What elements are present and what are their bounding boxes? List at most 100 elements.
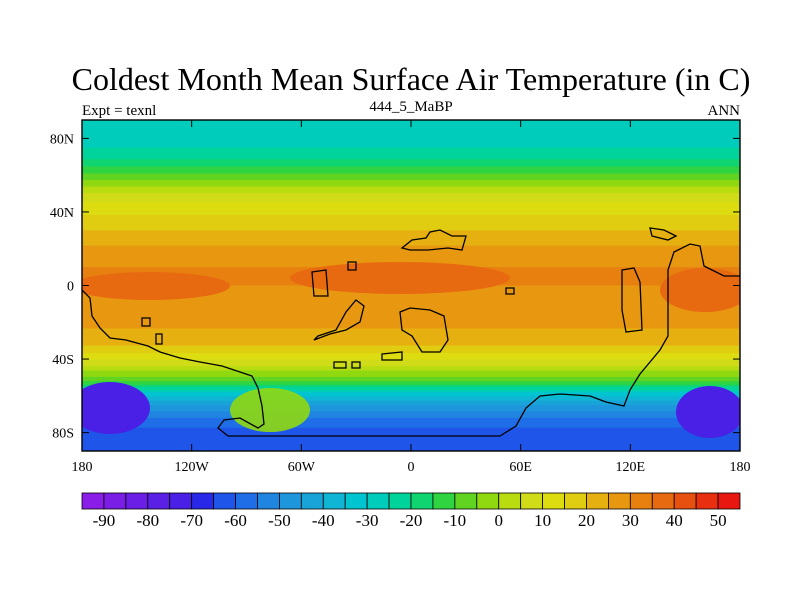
lat-band	[82, 372, 740, 376]
lat-band	[82, 230, 740, 234]
colorbar-tick-label: 10	[534, 511, 551, 530]
lat-band	[82, 322, 740, 326]
colorbar-swatch	[629, 492, 653, 510]
lat-band	[82, 384, 740, 388]
island-b	[399, 307, 449, 353]
colorbar-tick-label: 50	[710, 511, 727, 530]
lat-band	[82, 184, 740, 188]
y-tick-label: 80S	[52, 427, 74, 442]
lat-band	[82, 221, 740, 225]
lat-band	[82, 153, 740, 158]
lat-band	[82, 402, 740, 406]
y-tick-label: 80N	[50, 132, 74, 147]
subtitle-center: 444_5_MaBP	[369, 99, 452, 115]
lat-band	[82, 325, 740, 330]
lat-band	[82, 405, 740, 408]
colorbar-tick-label: 20	[578, 511, 595, 530]
colorbar-swatch	[322, 492, 346, 510]
x-tick-label: 120E	[616, 460, 646, 475]
lat-band	[82, 417, 740, 421]
lat-band	[82, 190, 740, 194]
coastline	[82, 227, 740, 437]
colorbar-swatch	[498, 492, 522, 510]
lat-band	[82, 316, 740, 320]
lat-band	[82, 254, 740, 259]
colorbar-swatch	[695, 492, 719, 510]
lat-band	[82, 144, 740, 149]
colorbar-swatch	[103, 492, 127, 510]
colorbar-swatch	[300, 492, 324, 510]
lat-band	[82, 350, 740, 354]
lat-band	[82, 409, 740, 413]
colorbar-swatch	[564, 492, 587, 510]
lat-band	[82, 382, 740, 386]
lat-band	[82, 313, 740, 317]
lat-band	[82, 310, 740, 314]
cold-cell-west	[82, 382, 150, 434]
lat-band	[82, 348, 740, 352]
colorbar-swatch	[81, 492, 105, 510]
lat-band	[82, 182, 740, 185]
lat-band	[82, 211, 740, 216]
warm-pool-pacific	[660, 268, 740, 312]
subtitle-left: Expt = texnl	[82, 103, 156, 119]
colorbar-swatch	[344, 492, 368, 510]
lat-band	[82, 192, 740, 196]
colorbar: -90 -80 -70 -60 -50 -40 -30 -20 -10 0 10 20 30 40 50	[81, 492, 741, 530]
y-tick-label: 40N	[50, 206, 74, 221]
island-k	[347, 261, 357, 271]
lat-band	[82, 328, 740, 333]
lat-band	[82, 334, 740, 339]
island-h	[333, 361, 347, 369]
lat-band	[82, 355, 740, 359]
lat-band	[82, 368, 740, 371]
lat-band	[82, 394, 740, 398]
warm-pool-atlantic	[290, 262, 510, 294]
colorbar-tick-label: -50	[268, 511, 291, 530]
colorbar-swatch	[608, 492, 631, 510]
lat-band	[82, 171, 740, 175]
colorbar-swatch	[257, 492, 280, 510]
lat-band	[82, 135, 740, 139]
lat-band	[82, 319, 740, 323]
lat-band	[82, 215, 740, 219]
colorbar-swatch	[651, 492, 675, 510]
axes: 180 120W 60W 0 60E 120E 180 80N 40N 0 40S 80S	[50, 120, 751, 475]
island-g	[505, 287, 515, 295]
colorbar-tick-label: 0	[494, 511, 503, 530]
x-tick-label: 180	[72, 460, 93, 475]
lat-band	[82, 251, 740, 256]
lat-band	[82, 340, 740, 344]
lat-band	[82, 438, 740, 443]
lat-band	[82, 129, 740, 133]
lat-band	[82, 209, 740, 213]
temperature-field	[82, 120, 740, 451]
colorbar-tick-label: 40	[666, 511, 683, 530]
colorbar-tick-label: 30	[622, 511, 639, 530]
colorbar-tick-label: -80	[136, 511, 159, 530]
colorbar-swatch	[410, 492, 434, 510]
x-tick-label: 0	[408, 460, 415, 475]
colorbar-tick-label: -10	[444, 511, 467, 530]
lat-band	[82, 357, 740, 361]
lat-band	[82, 345, 740, 349]
colorbar-swatch	[388, 492, 412, 510]
lat-band	[82, 352, 740, 356]
lat-band	[82, 376, 740, 380]
lat-band	[82, 432, 740, 437]
lat-band	[82, 202, 740, 206]
colorbar-swatch	[542, 492, 565, 510]
colorbar-swatch	[191, 492, 215, 510]
colorbar-swatch	[673, 492, 697, 510]
lat-band	[82, 381, 740, 384]
colorbar-swatch	[520, 492, 544, 510]
colorbar-swatch	[476, 492, 500, 510]
landmass-africa	[400, 229, 467, 251]
colorbar-swatch	[169, 492, 193, 510]
lat-band	[82, 218, 740, 222]
subtitle-right: ANN	[708, 103, 741, 119]
mild-tongue	[230, 388, 310, 432]
colorbar-swatch	[278, 492, 302, 510]
lat-band	[82, 138, 740, 143]
x-tick-label: 60E	[509, 460, 532, 475]
